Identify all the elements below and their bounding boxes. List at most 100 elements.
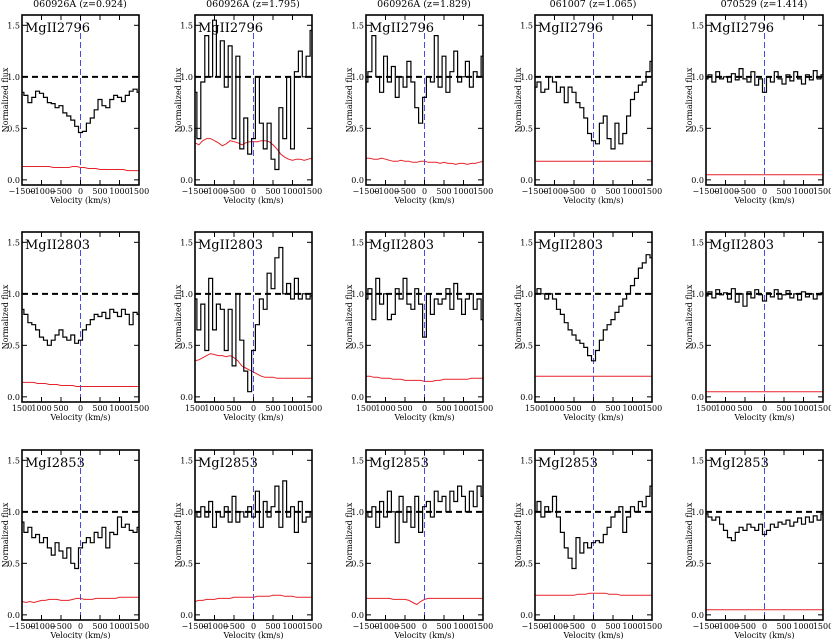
x-tick-label: 500 [92, 404, 107, 413]
x-tick-label: −1500 [521, 622, 548, 631]
transition-label: MgI2853 [369, 456, 429, 471]
x-tick-label: 0 [762, 404, 767, 413]
x-tick-label: 1000 [793, 404, 813, 413]
error-spectrum-line [195, 353, 312, 379]
y-tick-label: 0.5 [691, 341, 704, 350]
x-tick-label: 500 [53, 404, 68, 413]
y-tick-label: 1.0 [520, 508, 533, 517]
y-tick-label: 1.0 [520, 73, 533, 82]
x-tick-label: −1000 [201, 187, 228, 196]
x-axis-label: Velocity (km/s) [394, 196, 455, 205]
x-tick-label: 500 [605, 622, 620, 631]
x-axis-label: Velocity (km/s) [50, 196, 111, 205]
panel-plot-area [535, 15, 652, 185]
spectrum-panel: −1500−1000−500 0 500 1000 1500 0.0 0.5 1.0 1.5 Ve… [345, 449, 493, 639]
x-tick-label: 500 [605, 187, 620, 196]
y-axis-label: Normalized flux [174, 284, 183, 349]
y-tick-label: 0.0 [520, 176, 533, 185]
x-axis-label: Velocity (km/s) [563, 413, 624, 422]
y-tick-label: 1.0 [351, 290, 364, 299]
x-tick-label: 1500 [813, 187, 831, 196]
column-title: 060926A (z=0.924) [33, 0, 127, 10]
x-tick-label: 500 [776, 404, 791, 413]
panels-layer: −1500−1000−500 0 500 1000 15000.00.51.01.5Ve… [1, 14, 831, 639]
x-tick-label: −1000 [541, 187, 568, 196]
x-axis-label: Velocity (km/s) [734, 631, 795, 639]
y-tick-label: 0.0 [180, 176, 193, 185]
x-tick-label: 0 [591, 404, 596, 413]
y-axis-label: Normalized flux [514, 502, 523, 567]
y-tick-label: 1.0 [351, 73, 364, 82]
y-tick-label: 1.5 [7, 21, 20, 30]
transition-label: MgII2803 [709, 238, 774, 253]
flux-histogram [195, 19, 312, 171]
x-tick-label: −1500 [181, 622, 208, 631]
x-tick-label: −500 [734, 622, 756, 631]
flux-histogram [22, 88, 139, 134]
x-axis-label: Velocity (km/s) [394, 413, 455, 422]
transition-label: MgII2796 [709, 21, 774, 36]
spectrum-panel: −1500−1000−500 0 500 1000 1500 0.0 0.5 1.0 1.5 Ve… [1, 449, 149, 639]
y-tick-label: 1.5 [520, 456, 533, 465]
y-tick-label: 1.0 [351, 508, 364, 517]
y-axis-label: Normalized flux [1, 502, 10, 567]
flux-histogram [535, 60, 652, 150]
y-tick-label: 0.5 [351, 124, 364, 133]
x-tick-label: −1000 [541, 622, 568, 631]
y-tick-label: 0.5 [180, 559, 193, 568]
y-tick-label: 0.5 [7, 341, 20, 350]
y-axis-label: Normalized flux [685, 67, 694, 132]
y-tick-label: 1.0 [691, 508, 704, 517]
x-tick-label: 0 [422, 404, 427, 413]
column-title: 061007 (z=1.065) [550, 0, 637, 10]
x-axis-label: Velocity (km/s) [50, 631, 111, 639]
y-tick-label: 0.0 [691, 393, 704, 402]
column-title: 070529 (z=1.414) [721, 0, 808, 10]
y-tick-label: 1.0 [520, 290, 533, 299]
y-tick-label: 1.5 [7, 456, 20, 465]
x-tick-label: −1000 [712, 622, 739, 631]
x-tick-label: 1000 [793, 622, 813, 631]
x-tick-label: 1000 [453, 404, 473, 413]
y-axis-label: Normalized flux [345, 284, 354, 349]
x-tick-label: −1000 [201, 622, 228, 631]
panel-plot-area [366, 232, 483, 402]
x-tick-label: −1500 [8, 187, 35, 196]
flux-histogram [535, 254, 652, 362]
y-tick-label: 0.0 [7, 611, 20, 620]
x-tick-label: 1000 [282, 622, 302, 631]
transition-label: MgI2853 [538, 456, 598, 471]
transition-label: MgI2853 [25, 456, 85, 471]
x-tick-label: 1000 [453, 622, 473, 631]
y-tick-label: 1.0 [180, 290, 193, 299]
x-tick-label: 1500 [302, 622, 322, 631]
y-axis-label: Normalized flux [174, 502, 183, 567]
panel-plot-area [535, 232, 652, 402]
x-tick-label: 1500 [302, 187, 322, 196]
y-tick-label: 1.0 [691, 73, 704, 82]
x-axis-label: Velocity (km/s) [734, 413, 795, 422]
x-tick-label: 1000 [622, 404, 642, 413]
x-tick-label: 0 [251, 404, 256, 413]
x-tick-label: −500 [50, 622, 72, 631]
y-tick-label: 0.5 [691, 124, 704, 133]
y-tick-label: 0.0 [7, 176, 20, 185]
x-tick-label: 0 [251, 622, 256, 631]
y-tick-label: 1.0 [180, 508, 193, 517]
x-axis-label: Velocity (km/s) [50, 413, 111, 422]
y-tick-label: 0.0 [520, 611, 533, 620]
x-tick-label: 1000 [31, 404, 51, 413]
y-tick-label: 1.5 [180, 238, 193, 247]
x-axis-label: Velocity (km/s) [223, 413, 284, 422]
x-tick-label: −1000 [28, 622, 55, 631]
x-tick-label: 500 [397, 404, 412, 413]
y-axis-label: Normalized flux [514, 67, 523, 132]
x-axis-label: Velocity (km/s) [563, 196, 624, 205]
spectrum-panel: −1500−1000−500 0 500 1000 1500 0.0 0.5 1.0 1.5 Ve… [685, 14, 831, 205]
flux-histogram [535, 485, 652, 570]
panel-plot-area [22, 232, 139, 402]
y-tick-label: 0.5 [351, 341, 364, 350]
y-tick-label: 0.0 [180, 393, 193, 402]
y-tick-label: 0.0 [520, 393, 533, 402]
